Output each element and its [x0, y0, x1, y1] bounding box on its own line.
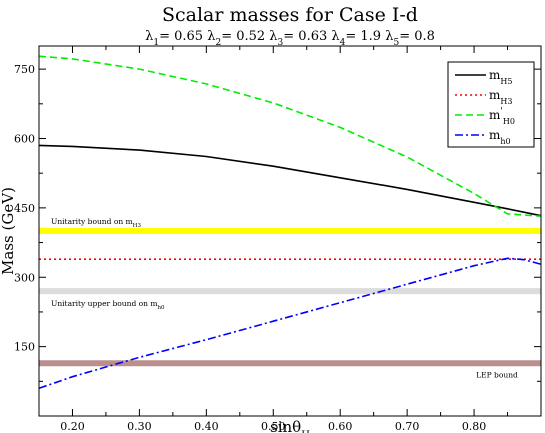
y-tick-label: 600 — [14, 133, 35, 146]
x-tick-label: 0.40 — [194, 420, 219, 433]
legend-label: mH3 — [489, 88, 512, 106]
series-line-mH0 — [38, 55, 542, 217]
axis-ticks — [38, 46, 541, 416]
legend-box — [447, 61, 535, 148]
subtitle-param: λ — [145, 29, 153, 44]
tick-labels: 0.20 0.30 0.40 0.50 0.60 0.70 0.80 150 300 450 600… — [14, 63, 486, 433]
x-tick-label: 0.80 — [462, 420, 487, 433]
x-tick-label: 0.60 — [328, 420, 353, 433]
bound-band-label-1: Unitarity upper bound on mh0 — [51, 299, 165, 311]
y-tick-label: 450 — [14, 202, 35, 215]
plot-frame — [38, 45, 542, 417]
y-tick-label: 750 — [14, 63, 35, 76]
chart-subtitle: λ1= 0.65 λ2= 0.52 λ3= 0.63 λ4= 1.9 λ5= 0… — [145, 29, 435, 48]
bound-bands: Unitarity bound on mH3 Unitarity upper bo… — [39, 217, 541, 379]
x-tick-label: 0.70 — [395, 420, 420, 433]
x-tick-label: 0.20 — [60, 420, 85, 433]
subtitle-param: λ — [327, 29, 339, 44]
y-tick-label: 150 — [14, 341, 35, 354]
legend-label: mh0 — [489, 128, 511, 146]
subtitle-param: λ — [265, 29, 277, 44]
bound-band-label-0: Unitarity bound on mH3 — [51, 217, 141, 229]
subtitle-param: λ — [381, 29, 393, 44]
x-tick-label: 0.50 — [261, 420, 286, 433]
subtitle-param: λ — [203, 29, 215, 44]
x-tick-label: 0.30 — [127, 420, 152, 433]
chart-title: Scalar masses for Case I-d — [162, 4, 418, 26]
y-axis-label: Mass (GeV) — [0, 187, 17, 275]
series-lines — [38, 55, 542, 390]
bound-band-label-2: LEP bound — [476, 370, 518, 379]
legend-label: mH5 — [489, 68, 512, 86]
series-line-mH5 — [38, 144, 542, 217]
series-line-mh0 — [38, 257, 542, 390]
legend-label: m'H0 — [489, 107, 515, 126]
y-tick-label: 300 — [14, 271, 35, 284]
x-axis-label: sinθH — [270, 418, 310, 433]
